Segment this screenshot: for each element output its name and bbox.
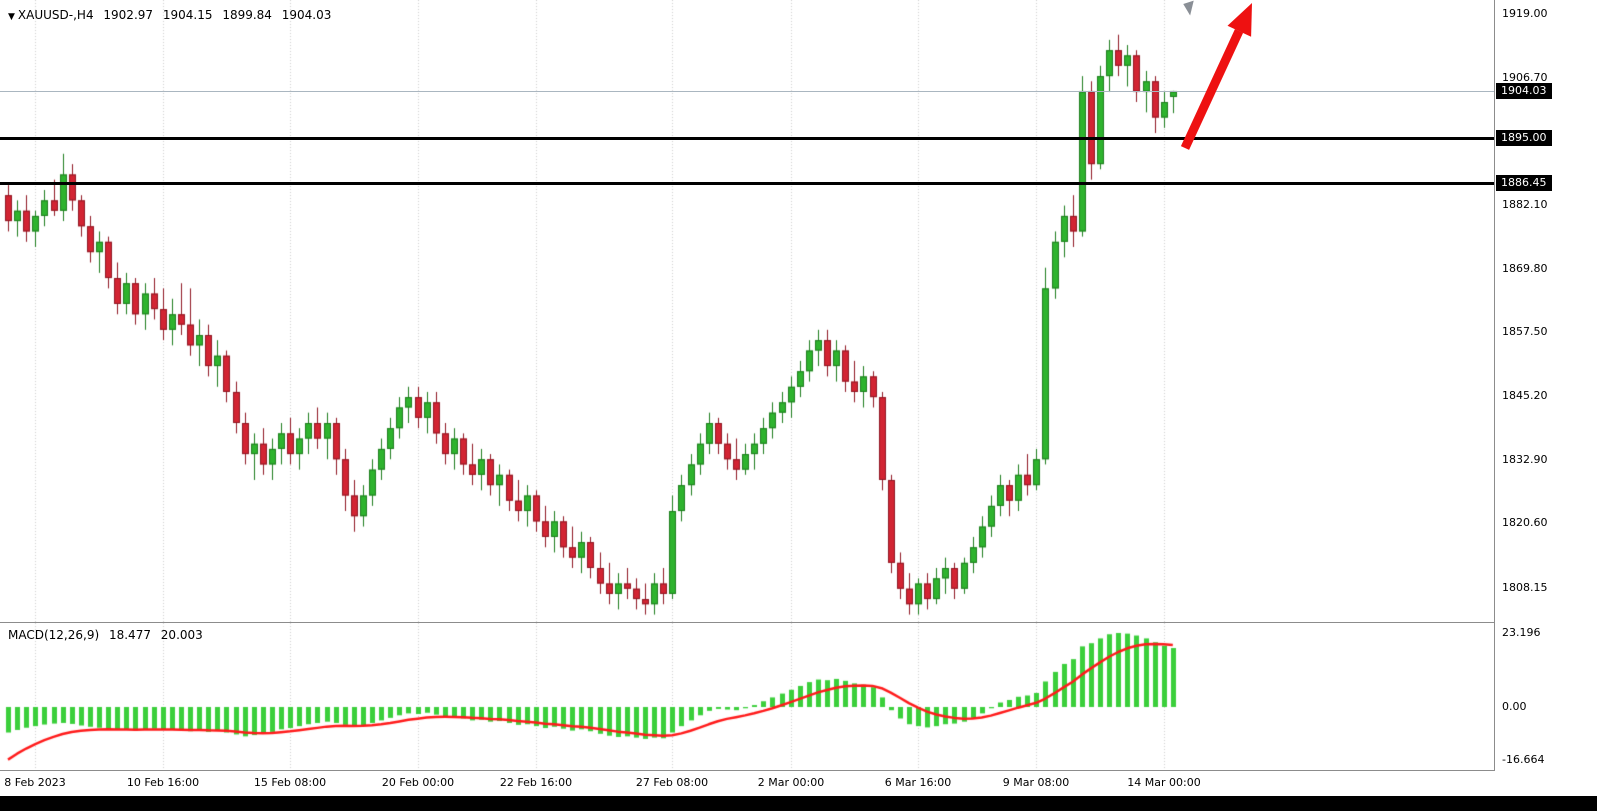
price-badge-1886.45: 1886.45: [1496, 175, 1552, 191]
price-tick-label: 1832.90: [1502, 453, 1548, 466]
price-tick-label: 1882.10: [1502, 198, 1548, 211]
macd-header: MACD(12,26,9) 18.477 20.003: [8, 628, 209, 642]
time-tick-label: 6 Mar 16:00: [884, 776, 952, 789]
price-badge-1904.03: 1904.03: [1496, 83, 1552, 99]
horizontal-line-1886.45[interactable]: [0, 182, 1494, 185]
ohlc-low: 1899.84: [222, 8, 272, 22]
price-tick-label: 1808.15: [1502, 581, 1548, 594]
current-price-line: [0, 91, 1494, 92]
macd-main-value: 18.477: [108, 628, 151, 642]
price-chart-canvas[interactable]: [0, 0, 1494, 622]
ohlc-high: 1904.15: [162, 8, 213, 22]
time-tick-label: 2 Mar 00:00: [757, 776, 825, 789]
price-tick-label: 1906.70: [1502, 71, 1548, 84]
chart-header: ▼ XAUUSD-,H4 1902.97 1904.15 1899.84 1904…: [8, 8, 337, 22]
time-axis[interactable]: 8 Feb 2023 10 Feb 16:00 15 Feb 08:00 20 Feb…: [0, 771, 1597, 796]
macd-label: MACD(12,26,9): [8, 628, 100, 642]
macd-tick-label: -16.664: [1502, 753, 1545, 766]
price-badge-1895: 1895.00: [1496, 130, 1552, 146]
ohlc-close: 1904.03: [281, 8, 332, 22]
panel-separator[interactable]: [0, 622, 1597, 623]
ohlc-open: 1902.97: [103, 8, 154, 22]
macd-signal-value: 20.003: [160, 628, 203, 642]
price-axis[interactable]: 1919.00 1906.70 1882.10 1869.80 1857.50 1845.…: [1494, 0, 1597, 771]
trend-arrow-annotation[interactable]: [1120, 0, 1300, 175]
price-tick-label: 1857.50: [1502, 325, 1548, 338]
time-tick-label: 14 Mar 00:00: [1127, 776, 1201, 789]
price-tick-label: 1845.20: [1502, 389, 1548, 402]
macd-tick-label: 0.00: [1502, 700, 1527, 713]
down-triangle-icon: ▼: [8, 12, 15, 22]
price-tick-label: 1869.80: [1502, 262, 1548, 275]
axis-separator: [0, 770, 1597, 771]
symbol-timeframe-label: XAUUSD-,H4: [17, 8, 94, 22]
time-tick-label: 9 Mar 08:00: [1002, 776, 1070, 789]
bottom-bar: [0, 796, 1597, 811]
horizontal-line-1895[interactable]: [0, 137, 1494, 140]
macd-tick-label: 23.196: [1502, 626, 1541, 639]
time-tick-label: 15 Feb 08:00: [253, 776, 327, 789]
price-tick-label: 1919.00: [1502, 7, 1548, 20]
macd-panel-canvas[interactable]: [0, 623, 1494, 770]
time-tick-label: 8 Feb 2023: [4, 776, 66, 789]
time-tick-label: 22 Feb 16:00: [499, 776, 573, 789]
time-tick-label: 27 Feb 08:00: [635, 776, 709, 789]
time-tick-label: 10 Feb 16:00: [126, 776, 200, 789]
time-tick-label: 20 Feb 00:00: [381, 776, 455, 789]
price-tick-label: 1820.60: [1502, 516, 1548, 529]
